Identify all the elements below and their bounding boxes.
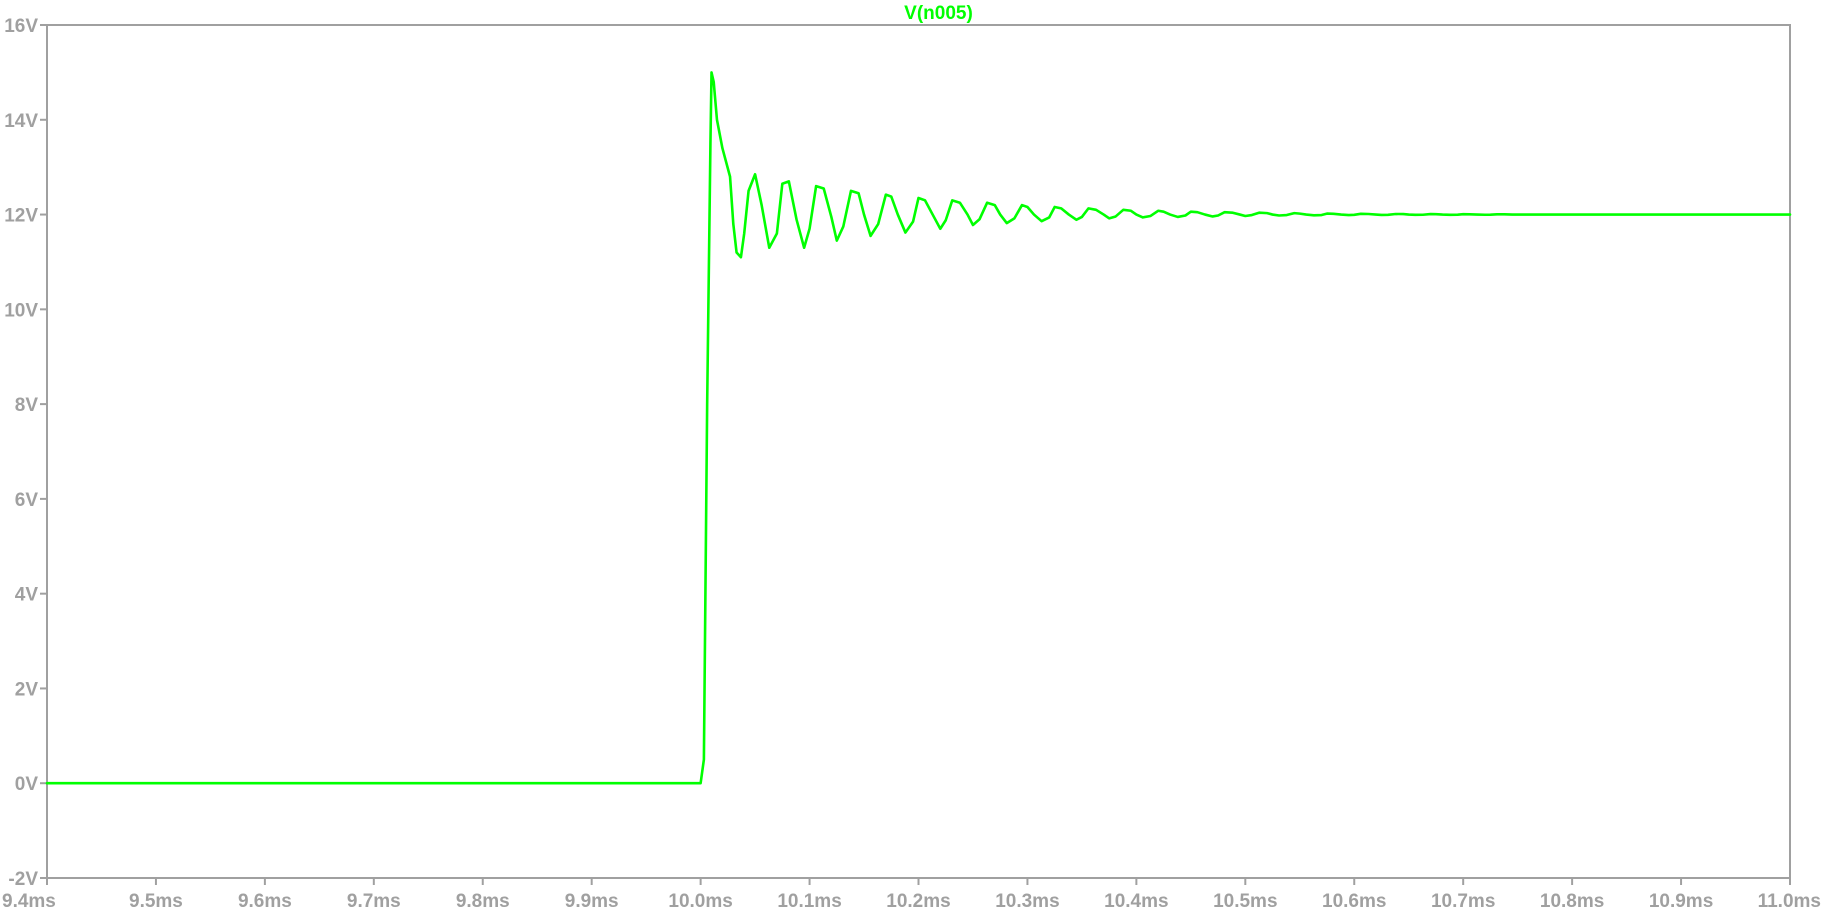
y-tick-label: 4V xyxy=(15,585,39,606)
x-tick-label: 10.5ms xyxy=(1213,891,1277,912)
x-tick-label: 9.8ms xyxy=(456,891,510,912)
y-tick-label: 10V xyxy=(4,300,38,321)
x-tick-label: 9.6ms xyxy=(238,891,292,912)
y-tick-label: 6V xyxy=(15,490,39,511)
x-tick-label: 10.1ms xyxy=(777,891,841,912)
y-tick-label: 2V xyxy=(15,679,39,700)
x-tick-label: 11.0ms xyxy=(1758,891,1821,912)
x-tick-label: 10.7ms xyxy=(1431,891,1495,912)
series-line-0 xyxy=(45,71,1792,785)
x-tick-label: 10.9ms xyxy=(1649,891,1713,912)
x-tick-label: 10.4ms xyxy=(1104,891,1168,912)
x-tick-label: 10.6ms xyxy=(1322,891,1386,912)
plot-frame xyxy=(46,24,1791,879)
x-tick-label: 10.2ms xyxy=(886,891,950,912)
x-tick-label: 9.4ms xyxy=(2,891,56,912)
x-tick-label: 10.0ms xyxy=(668,891,732,912)
x-tick-label: 10.3ms xyxy=(995,891,1059,912)
x-tick-label: 9.7ms xyxy=(347,891,401,912)
y-tick-label: -2V xyxy=(8,869,38,890)
y-tick-label: 0V xyxy=(15,774,39,795)
y-tick-label: 16V xyxy=(4,16,38,37)
x-tick-label: 9.9ms xyxy=(565,891,619,912)
x-tick-label: 10.8ms xyxy=(1540,891,1604,912)
x-tick-label: 9.5ms xyxy=(129,891,183,912)
y-tick-label: 12V xyxy=(4,206,38,227)
trace-legend-label[interactable]: V(n005) xyxy=(904,3,973,24)
y-tick-label: 8V xyxy=(15,395,39,416)
y-tick-label: 14V xyxy=(4,111,38,132)
